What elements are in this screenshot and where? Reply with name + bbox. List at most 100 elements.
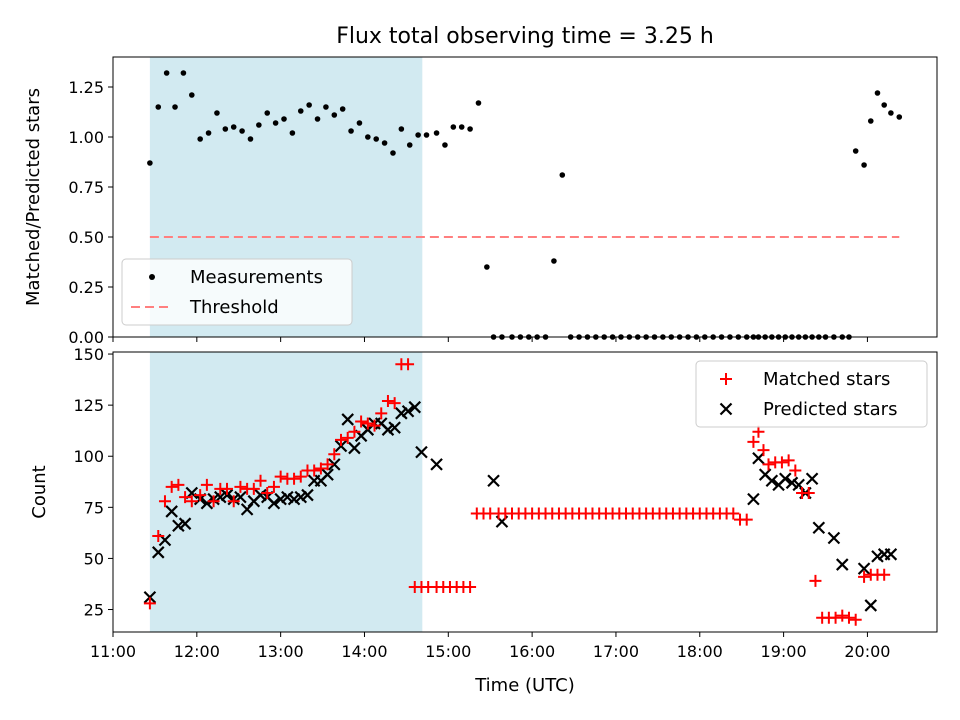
predicted-point xyxy=(267,496,281,510)
predicted-point xyxy=(408,400,422,414)
matched-point xyxy=(789,464,802,477)
bottom-legend: Matched stars Predicted stars xyxy=(695,360,928,428)
bottom-axes-frame xyxy=(112,351,938,633)
matched-point xyxy=(341,431,354,444)
measurement-point xyxy=(188,92,195,98)
x-tick-label: 19:00 xyxy=(761,642,807,661)
measurement-point xyxy=(323,104,329,110)
matched-point xyxy=(158,495,171,508)
y-tick-label: 100 xyxy=(73,447,104,466)
matched-point xyxy=(878,568,891,581)
matched-point xyxy=(348,425,361,438)
matched-point xyxy=(842,611,855,624)
predicted-point xyxy=(864,599,878,612)
top-panel: 0.00 0.25 0.50 0.75 1.00 1.25 Matched/Predicte… xyxy=(23,56,938,347)
predicted-point xyxy=(348,441,361,455)
predicted-point xyxy=(341,413,354,426)
predicted-point xyxy=(301,488,314,502)
measurement-point xyxy=(559,172,566,178)
matched-point xyxy=(261,487,274,500)
legend-matched-marker xyxy=(720,373,732,385)
measurement-point xyxy=(281,116,287,122)
matched-point xyxy=(321,458,334,471)
measurement-point xyxy=(398,126,405,132)
measurement-point xyxy=(484,264,490,270)
measurement-point xyxy=(205,130,212,136)
x-tick-label: 13:00 xyxy=(258,642,304,661)
predicted-point xyxy=(778,472,792,485)
matched-point xyxy=(335,433,348,446)
predicted-point xyxy=(200,496,214,510)
matched-point xyxy=(849,613,862,626)
predicted-point xyxy=(321,468,334,481)
matched-point xyxy=(858,570,871,583)
y-tick-label: 0.50 xyxy=(68,228,104,247)
measurement-point xyxy=(155,104,162,110)
matched-point xyxy=(254,474,267,487)
matched-point xyxy=(200,478,213,491)
legend-label: Threshold xyxy=(189,297,279,318)
measurement-point xyxy=(458,124,465,130)
predicted-point xyxy=(334,439,348,453)
top-axes-frame xyxy=(112,56,938,338)
measurement-point xyxy=(272,120,279,126)
measurement-point xyxy=(306,102,312,108)
measurement-point xyxy=(551,258,557,264)
predicted-point xyxy=(401,404,415,418)
measurement-point xyxy=(247,136,254,142)
matched-point xyxy=(402,358,415,371)
matched-point xyxy=(727,507,740,520)
measurement-point xyxy=(881,102,887,108)
predicted-point xyxy=(487,474,500,488)
matched-point xyxy=(288,472,301,485)
legend-measurement-marker xyxy=(149,274,155,280)
predicted-point xyxy=(328,458,341,471)
legend-predicted-marker xyxy=(719,402,733,416)
measurement-point xyxy=(450,124,457,130)
predicted-point xyxy=(857,562,871,575)
matched-point xyxy=(375,407,388,420)
y-tick-label: 0.25 xyxy=(68,278,104,297)
measurement-point xyxy=(256,122,262,128)
y-tick-label: 150 xyxy=(73,345,104,364)
measurement-point xyxy=(381,140,388,146)
measurement-point xyxy=(423,132,430,138)
measurement-point xyxy=(467,126,473,132)
matched-point xyxy=(274,470,287,483)
x-tick-label: 14:00 xyxy=(341,642,387,661)
measurement-point xyxy=(230,124,237,130)
measurement-point xyxy=(314,116,321,122)
matched-point xyxy=(757,444,770,457)
top-legend: Measurements Threshold xyxy=(121,258,353,326)
measurement-point xyxy=(874,90,881,96)
measurement-point xyxy=(180,70,187,76)
matched-point xyxy=(388,397,401,410)
measurement-point xyxy=(373,136,380,142)
measurement-point xyxy=(197,136,203,142)
measurement-point xyxy=(415,132,421,138)
predicted-point xyxy=(220,488,234,502)
predicted-point xyxy=(165,505,178,518)
y-tick-label: 0.75 xyxy=(68,178,104,197)
legend-label: Measurements xyxy=(190,267,323,288)
measurement-point xyxy=(888,110,894,116)
predicted-point xyxy=(812,521,826,535)
matched-point xyxy=(775,456,788,469)
matched-point xyxy=(185,495,198,508)
matched-point xyxy=(221,482,234,495)
measurement-point xyxy=(297,108,304,114)
predicted-point xyxy=(765,474,779,488)
matched-point xyxy=(752,425,765,438)
x-tick-label: 15:00 xyxy=(425,642,471,661)
predicted-point xyxy=(178,517,192,530)
matched-point xyxy=(234,480,247,493)
measurement-point xyxy=(433,130,440,136)
measurement-point xyxy=(147,160,153,166)
measurement-point xyxy=(331,112,338,118)
x-axis-label: Time (UTC) xyxy=(474,675,575,696)
matched-point xyxy=(294,470,307,483)
measurement-point xyxy=(867,118,874,124)
top-y-axis-label: Matched/Predicted stars xyxy=(23,88,44,306)
matched-point xyxy=(227,495,240,508)
